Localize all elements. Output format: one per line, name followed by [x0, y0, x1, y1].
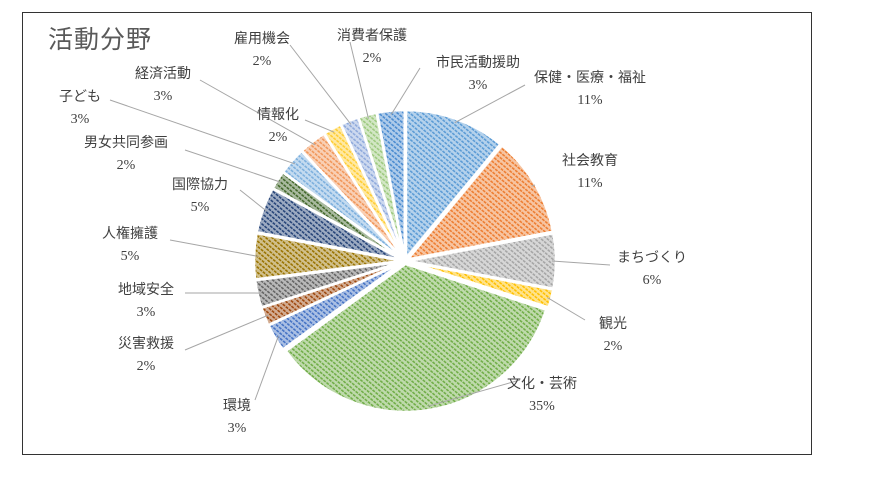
category-label: 雇用機会: [234, 30, 290, 47]
percent-label: 2%: [253, 54, 272, 69]
leader-line: [184, 149, 282, 183]
leader-line: [239, 189, 268, 212]
category-label: 男女共同参画: [84, 134, 168, 151]
pie-slice: [375, 108, 406, 259]
percent-label: 3%: [228, 421, 247, 436]
category-label: 情報化: [257, 107, 299, 123]
leader-line: [169, 239, 259, 257]
category-label: 文化・芸術: [507, 376, 577, 392]
category-label: 環境: [223, 398, 251, 414]
leader-line: [531, 184, 536, 187]
category-label: 消費者保護: [337, 28, 407, 44]
percent-label: 3%: [137, 305, 156, 320]
percent-label: 35%: [529, 399, 555, 414]
chart-title: 活動分野: [48, 25, 153, 54]
percent-label: 11%: [577, 176, 602, 191]
category-label: まちづくり: [617, 250, 687, 266]
percent-label: 3%: [71, 112, 90, 127]
category-label: 社会教育: [562, 153, 618, 169]
leader-line: [199, 79, 316, 146]
percent-label: 2%: [137, 359, 156, 374]
percent-label: 2%: [604, 339, 623, 354]
leader-line: [349, 41, 369, 119]
percent-label: 6%: [643, 273, 662, 288]
leader-line: [289, 44, 352, 125]
category-label: 子ども: [59, 89, 101, 105]
category-label: 経済活動: [135, 66, 191, 82]
percent-label: 11%: [577, 93, 602, 108]
pie-slice: [283, 262, 548, 414]
leader-line: [427, 379, 521, 407]
category-label: 人権擁護: [102, 225, 158, 242]
leader-line: [454, 84, 526, 124]
category-label: 国際協力: [172, 177, 228, 193]
percent-label: 3%: [154, 89, 173, 104]
percent-label: 5%: [191, 200, 210, 215]
percent-label: 2%: [269, 130, 288, 145]
pie-slice: [404, 143, 555, 262]
chart-frame: [22, 12, 812, 455]
leader-line: [254, 335, 279, 401]
leader-line: [547, 297, 586, 321]
percent-label: 3%: [469, 78, 488, 93]
category-label: 地域安全: [118, 281, 174, 298]
leader-line: [184, 314, 269, 351]
leader-line: [304, 119, 335, 133]
pie-slice: [407, 260, 555, 310]
percent-label: 2%: [363, 51, 382, 66]
category-label: 市民活動援助: [436, 54, 520, 71]
leader-line: [109, 99, 295, 165]
category-label: 災害救援: [118, 336, 174, 352]
leader-line: [390, 67, 421, 115]
pie-slice: [404, 108, 503, 262]
leader-line: [551, 260, 611, 266]
category-label: 観光: [599, 315, 627, 332]
percent-label: 5%: [121, 249, 140, 264]
category-label: 保健・医療・福祉: [534, 69, 646, 86]
percent-label: 2%: [117, 158, 136, 173]
